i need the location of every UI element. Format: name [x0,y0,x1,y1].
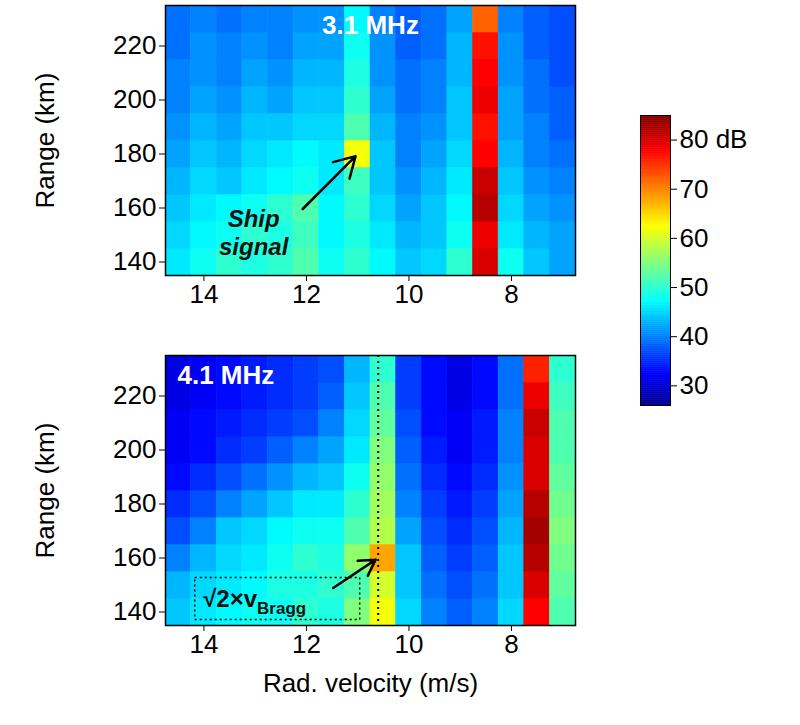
svg-text:180: 180 [113,138,156,168]
svg-text:Shipsignal: Shipsignal [219,205,290,260]
svg-text:12: 12 [292,629,321,659]
svg-text:200: 200 [113,434,156,464]
svg-text:30: 30 [680,370,709,400]
svg-text:12: 12 [292,279,321,309]
svg-text:140: 140 [113,246,156,276]
svg-text:220: 220 [113,380,156,410]
svg-text:50: 50 [680,272,709,302]
svg-text:√2×vBragg: √2×vBragg [203,585,306,618]
svg-text:40: 40 [680,321,709,351]
svg-text:8: 8 [504,629,518,659]
svg-text:80 dB: 80 dB [680,124,748,154]
svg-text:Rad. velocity (m/s): Rad. velocity (m/s) [263,668,478,698]
svg-text:10: 10 [394,279,423,309]
svg-text:Range (km): Range (km) [30,423,60,559]
svg-text:220: 220 [113,30,156,60]
svg-text:14: 14 [189,629,218,659]
svg-text:10: 10 [394,629,423,659]
svg-text:200: 200 [113,84,156,114]
svg-text:140: 140 [113,596,156,626]
svg-text:160: 160 [113,192,156,222]
svg-text:160: 160 [113,542,156,572]
svg-text:4.1 MHz: 4.1 MHz [178,360,275,390]
svg-text:60: 60 [680,223,709,253]
svg-text:Range (km): Range (km) [30,73,60,209]
svg-text:70: 70 [680,174,709,204]
svg-text:8: 8 [504,279,518,309]
svg-text:14: 14 [189,279,218,309]
svg-text:3.1 MHz: 3.1 MHz [322,10,419,40]
svg-text:180: 180 [113,488,156,518]
